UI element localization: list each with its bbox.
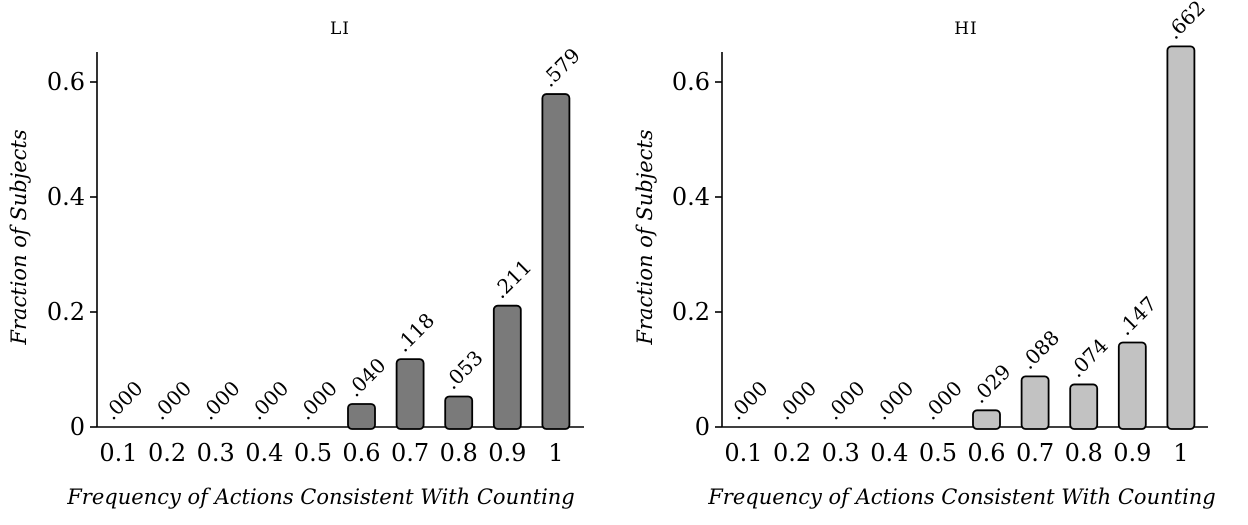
x-axis-label: Frequency of Actions Consistent With Cou… bbox=[66, 485, 575, 509]
data-label: .000 bbox=[821, 376, 869, 424]
data-label: .000 bbox=[99, 376, 147, 424]
y-tick-label: 0 bbox=[695, 413, 710, 441]
data-label: .579 bbox=[536, 43, 584, 91]
data-label: .000 bbox=[773, 376, 821, 424]
x-axis-label: Frequency of Actions Consistent With Cou… bbox=[707, 485, 1216, 509]
bar bbox=[972, 409, 1001, 430]
data-label: .000 bbox=[196, 376, 244, 424]
x-tick-label: 0.2 bbox=[773, 439, 811, 467]
y-tick-label: 0.2 bbox=[47, 298, 85, 326]
data-label: .662 bbox=[1161, 0, 1209, 44]
x-tick-label: 0.5 bbox=[919, 439, 957, 467]
bar bbox=[1117, 341, 1147, 430]
x-tick-label: 0.8 bbox=[1065, 439, 1103, 467]
chart-title: HI bbox=[954, 19, 978, 39]
data-label: .147 bbox=[1113, 292, 1161, 340]
y-ticks: 0 0.2 0.4 0.6 bbox=[47, 68, 97, 441]
data-label: .211 bbox=[488, 255, 536, 303]
data-label: .118 bbox=[391, 308, 439, 356]
bar bbox=[541, 93, 571, 430]
chart-hi: HI Fraction of Subjects Frequency of Act… bbox=[633, 0, 1216, 509]
x-tick-label: 0.8 bbox=[440, 439, 478, 467]
bar bbox=[395, 358, 425, 430]
bars bbox=[972, 45, 1196, 430]
bar bbox=[347, 403, 376, 430]
x-tick-label: 0.2 bbox=[148, 439, 186, 467]
bar bbox=[1069, 383, 1099, 430]
x-ticks: 0.1 0.2 0.3 0.4 0.5 0.6 0.7 0.8 0.9 1 bbox=[99, 439, 563, 467]
data-label: .088 bbox=[1016, 325, 1064, 373]
x-tick-label: 0.1 bbox=[724, 439, 762, 467]
x-tick-label: 0.3 bbox=[822, 439, 860, 467]
x-tick-label: 0.7 bbox=[1016, 439, 1054, 467]
chart-title: LI bbox=[330, 19, 350, 39]
data-label: .074 bbox=[1064, 334, 1112, 382]
y-tick-label: 0.4 bbox=[672, 183, 710, 211]
bar bbox=[492, 304, 522, 430]
data-label: .029 bbox=[967, 359, 1015, 407]
y-ticks: 0 0.2 0.4 0.6 bbox=[672, 68, 722, 441]
chart-li: LI Fraction of Subjects Frequency of Act… bbox=[7, 19, 585, 509]
x-tick-label: 0.4 bbox=[870, 439, 908, 467]
y-tick-label: 0.6 bbox=[47, 68, 85, 96]
bar bbox=[444, 395, 474, 430]
x-ticks: 0.1 0.2 0.3 0.4 0.5 0.6 0.7 0.8 0.9 1 bbox=[724, 439, 1188, 467]
y-axis-label: Fraction of Subjects bbox=[633, 129, 657, 345]
y-tick-label: 0 bbox=[70, 413, 85, 441]
bars bbox=[347, 93, 571, 430]
data-label: .000 bbox=[870, 376, 918, 424]
y-tick-label: 0.4 bbox=[47, 183, 85, 211]
y-tick-label: 0.6 bbox=[672, 68, 710, 96]
data-label: .000 bbox=[293, 376, 341, 424]
y-tick-label: 0.2 bbox=[672, 298, 710, 326]
data-label: .000 bbox=[245, 376, 293, 424]
data-label: .053 bbox=[439, 346, 487, 394]
x-tick-label: 0.6 bbox=[342, 439, 380, 467]
data-label: .040 bbox=[342, 353, 390, 401]
x-tick-label: 1 bbox=[1173, 439, 1188, 467]
y-axis-label: Fraction of Subjects bbox=[7, 129, 31, 345]
data-label: .000 bbox=[148, 376, 196, 424]
data-label: .000 bbox=[724, 376, 772, 424]
x-tick-label: 0.6 bbox=[967, 439, 1005, 467]
x-tick-label: 0.7 bbox=[391, 439, 429, 467]
data-label: .000 bbox=[918, 376, 966, 424]
x-tick-label: 0.9 bbox=[488, 439, 526, 467]
x-tick-label: 1 bbox=[548, 439, 563, 467]
x-tick-label: 0.9 bbox=[1113, 439, 1151, 467]
x-tick-label: 0.5 bbox=[294, 439, 332, 467]
x-tick-label: 0.1 bbox=[99, 439, 137, 467]
x-tick-label: 0.4 bbox=[245, 439, 283, 467]
bar bbox=[1020, 375, 1050, 430]
x-tick-label: 0.3 bbox=[197, 439, 235, 467]
bar bbox=[1166, 45, 1196, 430]
